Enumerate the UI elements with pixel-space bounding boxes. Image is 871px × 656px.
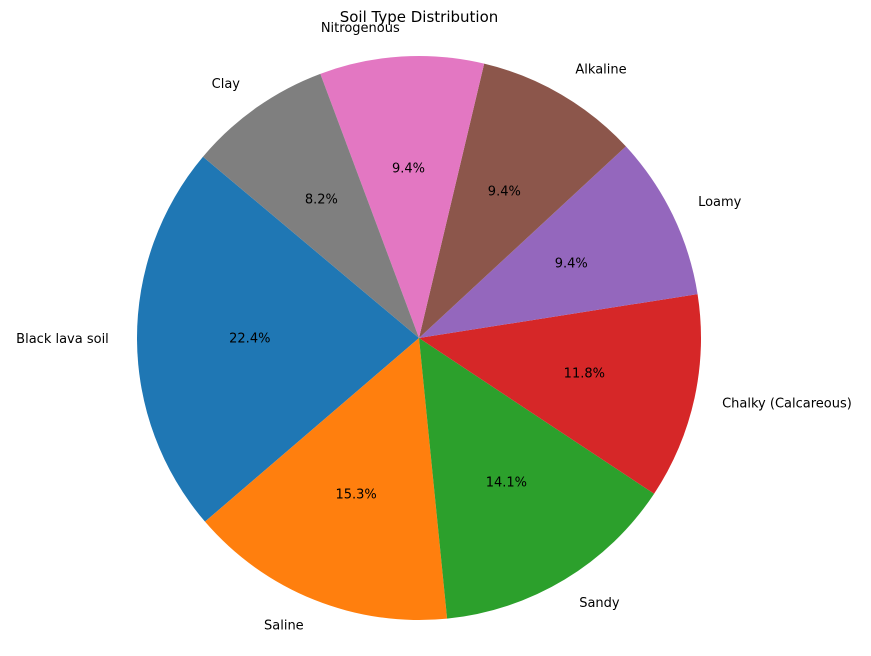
slice-category-label: Nitrogenous: [321, 21, 400, 36]
category-labels: Black lava soil Saline Sandy Chalky (Calcar…: [16, 21, 852, 634]
slice-category-label: Alkaline: [575, 63, 626, 78]
slice-percent-label: 9.4%: [392, 162, 425, 177]
slice-category-label: Loamy: [698, 195, 742, 210]
slice-percent-label: 8.2%: [305, 192, 338, 207]
pie-slice: [202, 73, 419, 338]
percentage-labels: 22.4% 15.3% 14.1% 11.8% 9.4% 9.4% 9.4% 8.2%: [229, 162, 605, 503]
pie-slice: [419, 338, 655, 619]
slice-category-label: Clay: [212, 77, 241, 92]
pie-slice: [320, 55, 485, 339]
slice-percent-label: 14.1%: [486, 475, 527, 490]
pie-slice: [136, 156, 419, 522]
slice-category-label: Saline: [264, 618, 304, 633]
slice-percent-label: 11.8%: [564, 366, 605, 381]
pie-slice: [205, 338, 448, 621]
pie-slice: [419, 294, 702, 494]
pie-slices: [136, 55, 702, 621]
slice-category-label: Chalky (Calcareous): [722, 396, 852, 411]
slice-category-label: Black lava soil: [16, 332, 109, 347]
pie-slice: [419, 63, 626, 338]
chart-title: Soil Type Distribution: [340, 8, 499, 26]
slice-category-label: Sandy: [579, 596, 620, 611]
slice-percent-label: 15.3%: [335, 488, 376, 503]
slice-percent-label: 9.4%: [488, 184, 521, 199]
slice-percent-label: 22.4%: [229, 331, 270, 346]
pie-slice: [419, 146, 698, 338]
slice-percent-label: 9.4%: [555, 257, 588, 272]
